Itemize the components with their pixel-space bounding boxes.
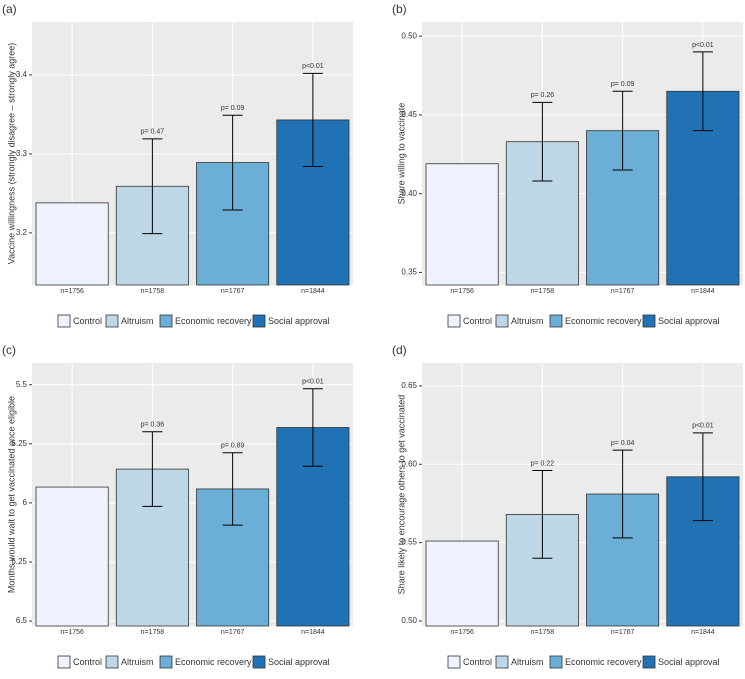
panel-label: (a) — [2, 2, 17, 16]
p-label: p= 0.09 — [221, 105, 245, 112]
panel-label: (b) — [392, 2, 407, 16]
n-label: n=1756 — [60, 288, 84, 295]
legend-swatch — [105, 655, 119, 669]
legend-swatch — [549, 655, 563, 669]
y-tick-label: 3.3 — [16, 149, 28, 158]
legend-swatch — [642, 655, 656, 669]
n-label: n=1844 — [301, 288, 325, 295]
y-tick-label: 0.35 — [401, 268, 417, 277]
y-tick-label: 6.25 — [11, 557, 27, 566]
legend-swatch — [447, 655, 461, 669]
legend-label: Control — [73, 316, 102, 326]
y-tick-label: 3.4 — [16, 70, 28, 79]
panel: (c) Months would wait to get vaccinated o… — [2, 343, 353, 669]
y-tick-label: 6.25 — [11, 439, 27, 448]
legend-label: Altruism — [121, 316, 154, 326]
p-label: p<0.01 — [692, 423, 714, 430]
p-label: p= 0.36 — [141, 422, 165, 429]
y-axis-label: Share willing to vaccinate — [396, 103, 406, 205]
legend-label: Social approval — [268, 316, 330, 326]
p-label: p<0.01 — [302, 63, 324, 70]
n-label: n=1767 — [611, 288, 635, 295]
legend-label: Economic recovery — [175, 657, 252, 667]
y-tick-label: 0.40 — [401, 189, 417, 198]
y-tick-label: 6 — [23, 498, 28, 507]
legend-label: Control — [73, 657, 102, 667]
bar — [35, 486, 109, 627]
n-label: n=1767 — [611, 629, 635, 636]
p-label: p= 0.09 — [611, 81, 635, 88]
n-label: n=1844 — [691, 288, 715, 295]
legend-swatch — [642, 314, 656, 328]
n-label: n=1767 — [221, 629, 245, 636]
panel-label: (d) — [392, 343, 407, 357]
legend-label: Altruism — [511, 316, 544, 326]
legend-label: Altruism — [121, 657, 154, 667]
legend-swatch — [252, 314, 266, 328]
y-axis-label: Vaccine willingness (strongly disagree –… — [6, 43, 16, 264]
legend-label: Altruism — [511, 657, 544, 667]
n-label: n=1756 — [60, 629, 84, 636]
legend-swatch — [105, 314, 119, 328]
legend-swatch — [57, 655, 71, 669]
p-label: p= 0.89 — [221, 443, 245, 450]
legend-label: Control — [463, 316, 492, 326]
y-tick-label: 0.50 — [401, 31, 417, 40]
legend-label: Social approval — [268, 657, 330, 667]
legend-swatch — [495, 314, 509, 328]
panel: (d) Share likely to encourage others to g… — [392, 343, 743, 669]
y-tick-label: 0.60 — [401, 459, 417, 468]
p-label: p<0.01 — [302, 379, 324, 386]
p-label: p= 0.22 — [531, 460, 555, 467]
legend-label: Economic recovery — [565, 657, 642, 667]
n-label: n=1844 — [301, 629, 325, 636]
n-label: n=1758 — [141, 629, 165, 636]
bar — [35, 202, 109, 286]
p-label: p<0.01 — [692, 42, 714, 49]
legend-swatch — [57, 314, 71, 328]
legend-swatch — [252, 655, 266, 669]
legend-swatch — [549, 314, 563, 328]
n-label: n=1758 — [141, 288, 165, 295]
y-tick-label: 3.2 — [16, 228, 28, 237]
p-label: p= 0.26 — [531, 92, 555, 99]
y-tick-label: 0.55 — [401, 538, 417, 547]
legend-swatch — [159, 314, 173, 328]
p-label: p= 0.04 — [611, 440, 635, 447]
n-label: n=1844 — [691, 629, 715, 636]
legend-label: Control — [463, 657, 492, 667]
n-label: n=1756 — [450, 288, 474, 295]
n-label: n=1756 — [450, 629, 474, 636]
bar — [425, 540, 499, 627]
panel: (b) Share willing to vaccinate 0.35 0.40 0.4… — [392, 2, 743, 328]
y-tick-label: 6.5 — [16, 616, 28, 625]
legend-label: Economic recovery — [565, 316, 642, 326]
bar — [425, 163, 499, 286]
y-axis-label: Share likely to encourage others to get … — [396, 395, 406, 595]
y-tick-label: 0.50 — [401, 616, 417, 625]
legend-label: Social approval — [658, 316, 720, 326]
legend-label: Social approval — [658, 657, 720, 667]
n-label: n=1767 — [221, 288, 245, 295]
y-tick-label: 0.65 — [401, 381, 417, 390]
legend-label: Economic recovery — [175, 316, 252, 326]
legend-swatch — [495, 655, 509, 669]
n-label: n=1758 — [531, 288, 555, 295]
legend-swatch — [159, 655, 173, 669]
y-axis-label: Months would wait to get vaccinated once… — [6, 396, 16, 593]
n-label: n=1758 — [531, 629, 555, 636]
panel: (a) Vaccine willingness (strongly disagre… — [2, 2, 353, 328]
y-tick-label: 0.45 — [401, 110, 417, 119]
y-tick-label: 5.5 — [16, 380, 28, 389]
legend-swatch — [447, 314, 461, 328]
panel-label: (c) — [2, 343, 16, 357]
p-label: p= 0.47 — [141, 129, 165, 136]
